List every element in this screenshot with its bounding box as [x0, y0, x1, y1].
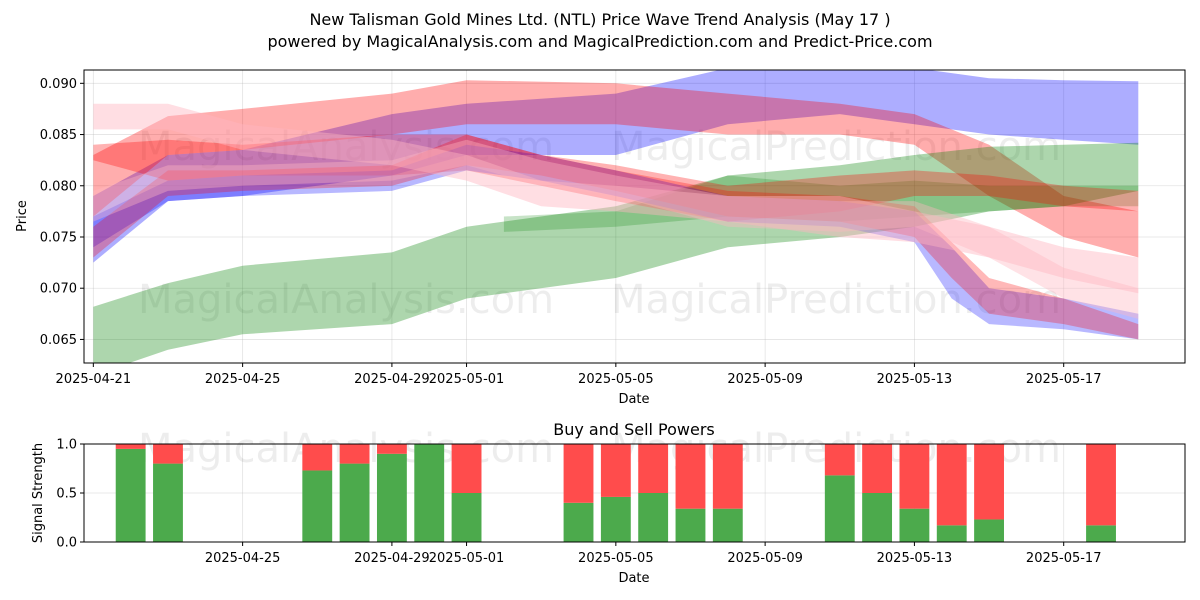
price-wave-band-green [93, 142, 1139, 363]
price-wave-band-red [93, 80, 1139, 258]
buy-power-bar [638, 493, 669, 542]
buy-sell-y-tick-label: 0.0 [56, 536, 77, 551]
watermark-magical-analysis: MagicalAnalysis.com [138, 124, 554, 170]
price-y-tick-label: 0.070 [40, 282, 77, 297]
watermark-magical-prediction: MagicalPrediction.com [611, 277, 1061, 323]
buy-sell-y-axis-label: Signal Strength [31, 443, 46, 543]
chart-subtitle: powered by MagicalAnalysis.com and Magic… [267, 32, 933, 51]
watermark-magical-prediction: MagicalPrediction.com [611, 124, 1061, 170]
buy-power-bar [302, 470, 333, 542]
buy-power-bar [936, 525, 967, 542]
buy-sell-x-tick-label: 2025-05-17 [1026, 551, 1102, 566]
price-x-tick-label: 2025-05-17 [1026, 372, 1102, 387]
buy-power-bar [974, 519, 1004, 542]
sell-power-bar [339, 444, 370, 464]
sell-power-bar [451, 444, 482, 493]
sell-power-bar [563, 444, 594, 503]
buy-power-bar [339, 463, 370, 542]
buy-sell-x-tick-label: 2025-05-05 [578, 551, 654, 566]
price-wave-band-blue [93, 144, 1139, 340]
watermark-magical-analysis: MagicalAnalysis.com [138, 277, 554, 323]
sell-power-bar [638, 444, 669, 493]
price-wave-band-pink [93, 103, 1139, 294]
buy-power-bar [451, 493, 482, 542]
buy-power-bar [153, 463, 183, 542]
price-wave-band-green [503, 175, 1139, 232]
price-x-axis-label: Date [618, 392, 649, 407]
buy-sell-x-axis-label: Date [618, 571, 649, 586]
price-y-tick-label: 0.080 [40, 179, 77, 194]
price-watermarks: MagicalAnalysis.com MagicalPrediction.co… [138, 124, 1061, 323]
price-wave-band-pink [93, 139, 1139, 319]
buy-sell-y-tick-label: 0.5 [56, 487, 77, 502]
sell-power-bar [974, 444, 1004, 520]
buy-sell-x-tick-label: 2025-04-25 [205, 551, 281, 566]
price-y-tick-label: 0.090 [40, 77, 77, 92]
price-plot-border [83, 69, 1186, 364]
sell-power-bar [115, 444, 146, 449]
buy-power-bar [1086, 525, 1116, 542]
buy-sell-chart: Buy and Sell Powers MagicalAnalysis.com … [31, 420, 1186, 586]
price-y-tick-label: 0.085 [40, 128, 77, 143]
buy-power-bar [563, 502, 594, 542]
price-plot-area [84, 70, 1185, 363]
price-y-axis-label: Price [15, 200, 30, 232]
buy-power-bar [600, 496, 631, 542]
sell-power-bar [824, 444, 855, 476]
price-x-tick-label: 2025-04-21 [56, 372, 132, 387]
buy-power-bar [862, 493, 893, 542]
buy-power-bar [376, 453, 407, 542]
sell-power-bar [936, 444, 967, 526]
buy-sell-y-axis: 0.0 0.5 1.0 [56, 438, 84, 551]
sell-power-bar [899, 444, 930, 509]
buy-sell-x-axis: 2025-04-25 2025-04-29 2025-05-01 2025-05-05… [205, 542, 1102, 566]
buy-sell-y-tick-label: 1.0 [56, 438, 77, 453]
buy-sell-x-tick-label: 2025-05-09 [727, 551, 803, 566]
chart-title: New Talisman Gold Mines Ltd. (NTL) Price… [309, 10, 891, 29]
price-y-tick-label: 0.075 [40, 230, 77, 245]
price-x-tick-label: 2025-05-09 [727, 372, 803, 387]
buy-power-bar [824, 475, 855, 542]
price-x-tick-label: 2025-04-25 [205, 372, 281, 387]
price-wave-band-blue [93, 70, 1139, 263]
buy-power-bar [899, 508, 930, 542]
buy-sell-x-tick-label: 2025-05-13 [877, 551, 953, 566]
buy-sell-x-tick-label: 2025-05-01 [429, 551, 505, 566]
buy-power-bar [115, 448, 146, 542]
sell-power-bar [1086, 444, 1116, 526]
price-grid [84, 70, 1185, 363]
buy-power-bar [712, 508, 743, 542]
price-y-tick-label: 0.065 [40, 333, 77, 348]
sell-power-bar [600, 444, 631, 497]
buy-power-bar [414, 444, 445, 542]
sell-power-bar [376, 444, 407, 454]
sell-power-bar [153, 444, 183, 464]
sell-power-bar [862, 444, 893, 493]
price-x-tick-label: 2025-05-13 [877, 372, 953, 387]
sell-power-bar [712, 444, 743, 509]
buy-power-bar [675, 508, 706, 542]
buy-sell-x-tick-label: 2025-04-29 [354, 551, 430, 566]
price-wave-chart: MagicalAnalysis.com MagicalPrediction.co… [15, 69, 1186, 407]
price-y-axis: 0.065 0.070 0.075 0.080 0.085 0.090 [40, 77, 84, 348]
buy-sell-title: Buy and Sell Powers [553, 420, 715, 439]
sell-power-bar [302, 444, 333, 471]
price-x-axis: 2025-04-21 2025-04-25 2025-04-29 2025-05-01… [56, 363, 1102, 387]
buy-sell-bars [115, 444, 1116, 542]
price-bands [93, 70, 1139, 363]
price-wave-band-red [93, 134, 1139, 222]
price-x-tick-label: 2025-05-01 [429, 372, 505, 387]
price-x-tick-label: 2025-05-05 [578, 372, 654, 387]
price-x-tick-label: 2025-04-29 [354, 372, 430, 387]
sell-power-bar [675, 444, 706, 509]
price-wave-band-red [93, 134, 1139, 340]
